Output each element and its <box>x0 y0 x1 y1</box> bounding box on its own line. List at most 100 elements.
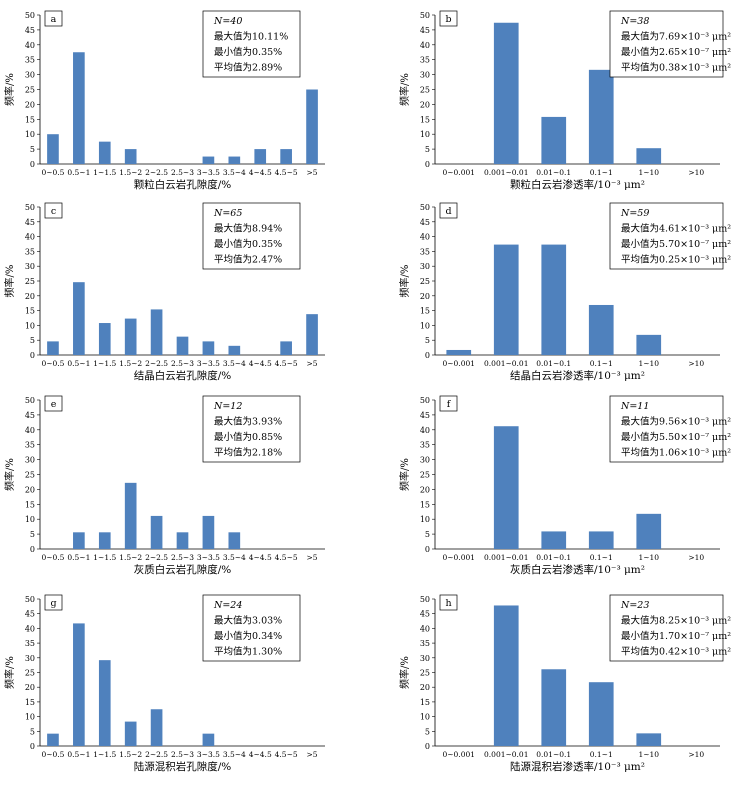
y-tick-label: 35 <box>420 441 430 450</box>
x-tick-label: 1~10 <box>638 553 659 562</box>
stat-line: 最大值为8.94% <box>214 223 282 235</box>
panel-letter: c <box>51 206 56 217</box>
x-tick-label: 0.5~1 <box>67 359 90 368</box>
panel-e: 0 5 10 15 20 25 30 35 40 45 50 频率/% 0~0.5 0.5~1 1~1.5 1… <box>3 395 325 576</box>
y-tick-label: 25 <box>420 669 430 678</box>
y-tick-label: 45 <box>420 610 430 619</box>
y-tick-label: 20 <box>420 485 430 494</box>
x-tick-label: >10 <box>688 553 704 562</box>
x-tick-label: 1.5~2 <box>119 168 142 177</box>
stat-n: N=40 <box>213 16 242 27</box>
y-tick-label: 15 <box>25 307 35 316</box>
y-tick-label: 50 <box>25 11 35 20</box>
y-tick-label: 0 <box>30 351 35 360</box>
y-tick-label: 50 <box>25 203 35 212</box>
x-tick-label: 3.5~4 <box>223 750 246 759</box>
y-tick-label: 45 <box>420 26 430 35</box>
x-tick-label: 0.1~1 <box>590 359 613 368</box>
x-tick-label: 0.01~0.1 <box>536 168 571 177</box>
y-tick-label: 30 <box>420 262 430 271</box>
stat-n: N=38 <box>620 16 649 27</box>
bar-c-9 <box>280 341 292 355</box>
y-tick-label: 15 <box>420 115 430 124</box>
panel-letter-box: g <box>44 594 63 611</box>
y-tick-label: 25 <box>25 471 35 480</box>
y-tick-label: 10 <box>25 713 35 722</box>
x-tick-label: >5 <box>307 168 318 177</box>
bar-c-7 <box>228 345 241 355</box>
x-tick-label: 4~4.5 <box>249 553 272 562</box>
x-tick-label: 3.5~4 <box>223 359 246 368</box>
bar-f-2 <box>541 531 567 549</box>
y-tick-label: 0 <box>425 545 430 554</box>
x-tick-label: 3~3.5 <box>197 750 220 759</box>
y-tick-label: 40 <box>25 41 35 50</box>
x-tick-label: 0~0.001 <box>442 750 475 759</box>
bar-a-9 <box>280 149 292 164</box>
panel-letter-box: f <box>439 395 458 412</box>
y-tick-label: 15 <box>420 500 430 509</box>
stats-box: N=23 最大值为8.25×10⁻³ μm² 最小值为1.70×10⁻⁷ μm² 平均… <box>609 594 731 662</box>
x-axis-title: 结晶白云岩渗透率/10⁻³ μm² <box>510 369 645 382</box>
x-axis-title: 颗粒白云岩渗透率/10⁻³ μm² <box>510 178 645 191</box>
stats-box: N=38 最大值为7.69×10⁻³ μm² 最小值为2.65×10⁻⁷ μm² 平均… <box>609 10 731 78</box>
bar-h-4 <box>636 733 662 746</box>
x-tick-label: 4.5~5 <box>275 750 298 759</box>
y-tick-label: 15 <box>25 500 35 509</box>
y-tick-label: 50 <box>420 595 430 604</box>
bar-a-10 <box>306 89 318 164</box>
y-tick-label: 10 <box>420 515 430 524</box>
x-tick-label: 2~2.5 <box>145 359 168 368</box>
x-tick-label: 0.001~0.01 <box>484 750 528 759</box>
y-tick-label: 30 <box>25 71 35 80</box>
y-tick-label: 0 <box>30 160 35 169</box>
bar-b-4 <box>636 148 662 164</box>
x-tick-label: 1~1.5 <box>93 359 116 368</box>
stat-line: 平均值为2.89% <box>214 62 282 74</box>
y-tick-label: 5 <box>30 530 35 539</box>
x-tick-label: 3~3.5 <box>197 359 220 368</box>
panel-letter: e <box>51 399 57 410</box>
panel-letter-box: b <box>439 10 458 27</box>
y-tick-label: 20 <box>25 485 35 494</box>
panel-letter: g <box>50 598 56 609</box>
y-tick-label: 15 <box>25 698 35 707</box>
bar-g-1 <box>73 623 85 746</box>
y-tick-label: 25 <box>420 277 430 286</box>
stats-box: N=40 最大值为10.11% 最小值为0.35% 平均值为2.89% <box>202 10 301 78</box>
panel-f: 0 5 10 15 20 25 30 35 40 45 50 频率/% 0~0.001 0.001~0.0… <box>398 395 731 576</box>
bar-h-3 <box>588 682 614 746</box>
y-tick-label: 45 <box>25 610 35 619</box>
x-tick-label: 2.5~3 <box>171 168 194 177</box>
bar-e-1 <box>73 532 85 549</box>
x-tick-label: 4~4.5 <box>249 750 272 759</box>
x-axis-title: 陆源混积岩孔隙度/% <box>134 760 232 773</box>
y-tick-label: 45 <box>25 411 35 420</box>
y-tick-label: 20 <box>420 100 430 109</box>
stat-line: 最大值为8.25×10⁻³ μm² <box>621 615 731 627</box>
y-tick-label: 50 <box>420 11 430 20</box>
y-tick-label: 25 <box>25 86 35 95</box>
panel-letter: b <box>445 14 451 25</box>
x-tick-label: 0~0.001 <box>442 168 475 177</box>
stat-line: 最大值为3.03% <box>214 615 282 627</box>
stat-n: N=11 <box>620 401 649 412</box>
x-tick-label: 1~1.5 <box>93 750 116 759</box>
stat-line: 平均值为2.47% <box>214 254 282 266</box>
panel-g: 0 5 10 15 20 25 30 35 40 45 50 频率/% 0~0.5 0.5~1 1~1.5 1… <box>3 594 325 773</box>
y-tick-label: 30 <box>420 71 430 80</box>
panel-d: 0 5 10 15 20 25 30 35 40 45 50 频率/% 0~0.001 0.001~0.0… <box>398 202 731 382</box>
bar-c-0 <box>47 341 59 355</box>
x-tick-label: 2~2.5 <box>145 553 168 562</box>
y-tick-label: 20 <box>25 683 35 692</box>
y-tick-label: 40 <box>420 233 430 242</box>
x-tick-label: 4.5~5 <box>275 553 298 562</box>
stat-line: 最小值为5.70×10⁻⁷ μm² <box>621 238 731 250</box>
x-tick-label: >10 <box>688 359 704 368</box>
y-tick-label: 50 <box>420 203 430 212</box>
stat-line: 最小值为5.50×10⁻⁷ μm² <box>621 431 731 443</box>
x-tick-label: 4~4.5 <box>249 359 272 368</box>
stat-n: N=23 <box>620 600 649 611</box>
x-tick-label: 4.5~5 <box>275 168 298 177</box>
y-tick-label: 30 <box>25 262 35 271</box>
